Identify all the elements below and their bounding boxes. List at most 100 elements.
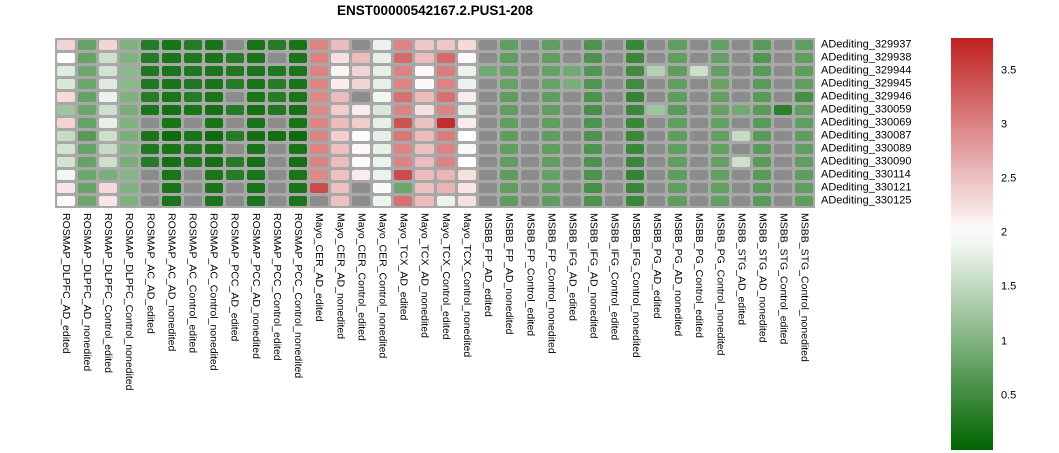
heatmap-cell <box>520 144 539 154</box>
heatmap-cell <box>584 53 603 63</box>
heatmap-cell <box>57 105 76 115</box>
column-label: Mayo_TCX_Control_nonedited <box>460 213 473 358</box>
heatmap-cell <box>584 118 603 128</box>
heatmap-cell <box>204 40 223 50</box>
heatmap-cell <box>352 53 371 63</box>
heatmap-cell <box>394 79 413 89</box>
heatmap-cell <box>773 131 792 141</box>
heatmap-cell <box>57 170 76 180</box>
heatmap-cell <box>499 53 518 63</box>
heatmap-cell <box>499 183 518 193</box>
column-label: Mayo_TCX_AD_nonedited <box>418 213 431 338</box>
row-label: ADediting_329946 <box>821 90 912 103</box>
heatmap-cell <box>373 105 392 115</box>
heatmap-cell <box>457 131 476 141</box>
heatmap-cell <box>415 118 434 128</box>
heatmap-cell <box>626 79 645 89</box>
heatmap-cell <box>584 157 603 167</box>
heatmap-cell <box>310 92 329 102</box>
row-label: ADediting_330069 <box>821 116 912 129</box>
heatmap-cell <box>331 53 350 63</box>
heatmap-cell <box>563 144 582 154</box>
heatmap-cell <box>331 196 350 206</box>
heatmap-cell <box>710 118 729 128</box>
heatmap-cell <box>225 92 244 102</box>
heatmap-cell <box>373 183 392 193</box>
heatmap-cell <box>541 105 560 115</box>
heatmap-cell <box>689 131 708 141</box>
heatmap-cell <box>78 118 97 128</box>
heatmap-cell <box>246 183 265 193</box>
heatmap-cell <box>394 144 413 154</box>
heatmap-cell <box>626 66 645 76</box>
heatmap-grid <box>55 38 815 208</box>
heatmap-cell <box>246 53 265 63</box>
heatmap-cell <box>563 183 582 193</box>
column-label: Mayo_CER_Control_nonedited <box>376 213 389 359</box>
heatmap-cell <box>183 170 202 180</box>
heatmap-cell <box>584 105 603 115</box>
column-label: ROSMAP_PCC_AD_edited <box>228 213 241 342</box>
heatmap-cell <box>162 170 181 180</box>
heatmap-cell <box>605 105 624 115</box>
heatmap-cell <box>288 53 307 63</box>
heatmap-cell <box>794 66 813 76</box>
heatmap-cell <box>352 105 371 115</box>
heatmap-cell <box>626 144 645 154</box>
heatmap-cell <box>141 92 160 102</box>
heatmap-cell <box>457 170 476 180</box>
heatmap-cell <box>288 144 307 154</box>
heatmap-cell <box>373 66 392 76</box>
heatmap-cell <box>499 131 518 141</box>
heatmap-cell <box>584 183 603 193</box>
heatmap-cell <box>78 40 97 50</box>
heatmap-cell <box>288 131 307 141</box>
heatmap-cell <box>310 40 329 50</box>
heatmap-cell <box>436 40 455 50</box>
heatmap-cell <box>605 79 624 89</box>
row-label: ADediting_329945 <box>821 77 912 90</box>
heatmap-cell <box>563 92 582 102</box>
colorbar-tick-label: 2 <box>1001 226 1008 239</box>
row-label: ADediting_330087 <box>821 129 912 142</box>
heatmap-cell <box>120 40 139 50</box>
heatmap-cell <box>78 183 97 193</box>
heatmap-cell <box>626 105 645 115</box>
heatmap-cell <box>352 183 371 193</box>
heatmap-cell <box>584 66 603 76</box>
heatmap-cell <box>541 53 560 63</box>
heatmap-cell <box>225 79 244 89</box>
heatmap-cell <box>246 144 265 154</box>
heatmap-cell <box>457 105 476 115</box>
heatmap-cell <box>605 40 624 50</box>
heatmap-cell <box>605 53 624 63</box>
heatmap-cell <box>78 53 97 63</box>
heatmap-cell <box>499 66 518 76</box>
heatmap-cell <box>605 92 624 102</box>
column-label: MSBB_PG_Control_edited <box>693 213 706 338</box>
heatmap-cell <box>120 92 139 102</box>
heatmap-cell <box>436 79 455 89</box>
heatmap-cell <box>752 118 771 128</box>
heatmap-cell <box>710 92 729 102</box>
heatmap-cell <box>225 170 244 180</box>
heatmap-cell <box>373 170 392 180</box>
heatmap-cell <box>478 183 497 193</box>
heatmap-cell <box>310 144 329 154</box>
column-label: ROSMAP_DLPFC_AD_nonedited <box>80 213 93 372</box>
heatmap-cell <box>436 183 455 193</box>
heatmap-cell <box>689 118 708 128</box>
heatmap-cell <box>541 131 560 141</box>
heatmap-cell <box>584 79 603 89</box>
heatmap-cell <box>57 144 76 154</box>
heatmap-cell <box>668 105 687 115</box>
heatmap-cell <box>499 170 518 180</box>
heatmap-cell <box>541 79 560 89</box>
heatmap-cell <box>731 144 750 154</box>
heatmap-cell <box>99 183 118 193</box>
heatmap-cell <box>78 131 97 141</box>
heatmap-cell <box>752 170 771 180</box>
colorbar-tick-label: 3 <box>1001 118 1008 131</box>
heatmap-cell <box>478 118 497 128</box>
